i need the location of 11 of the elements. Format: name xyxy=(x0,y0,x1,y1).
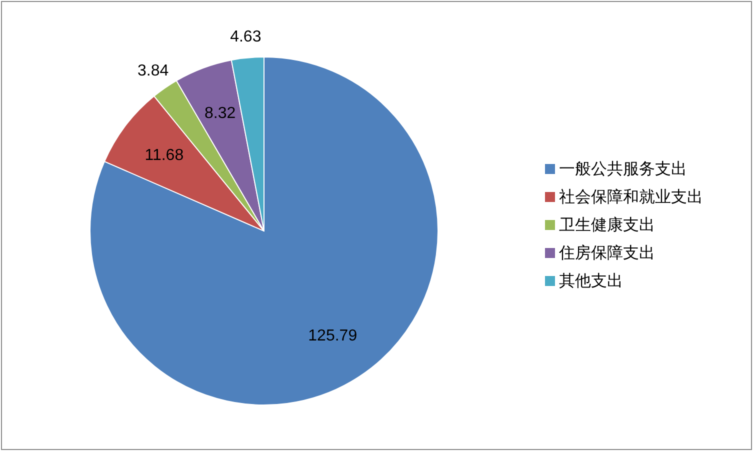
legend-label: 社会保障和就业支出 xyxy=(559,188,703,206)
legend-label: 一般公共服务支出 xyxy=(559,160,687,178)
data-label: 125.79 xyxy=(308,327,358,344)
data-label: 11.68 xyxy=(144,146,184,164)
legend-label: 住房保障支出 xyxy=(559,244,655,262)
data-label: 3.84 xyxy=(137,62,169,80)
legend-label: 其他支出 xyxy=(559,272,623,290)
data-label: 8.32 xyxy=(204,105,236,122)
legend-label: 卫生健康支出 xyxy=(559,216,655,234)
data-label: 4.63 xyxy=(230,28,262,46)
pie-slice xyxy=(90,56,438,406)
